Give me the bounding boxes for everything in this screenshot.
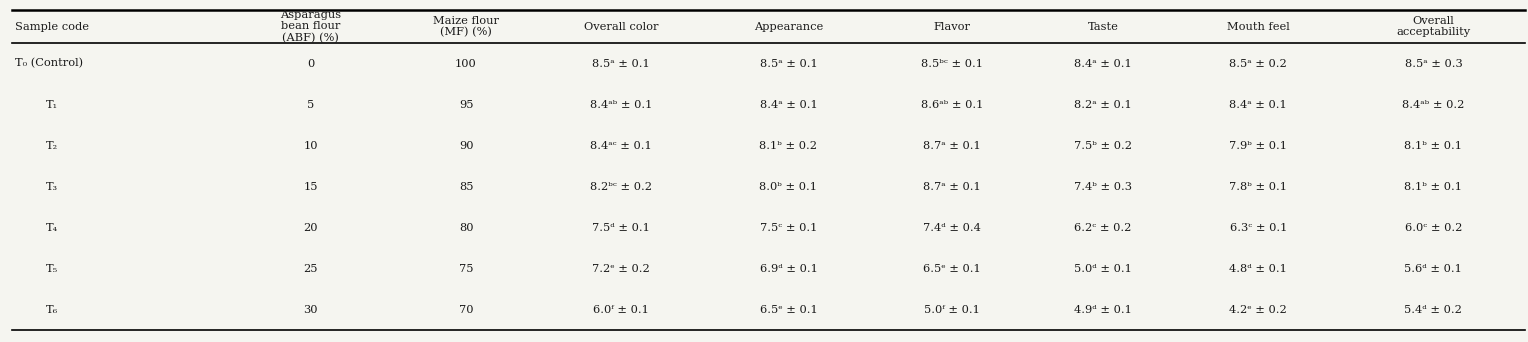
Text: Appearance: Appearance bbox=[753, 22, 824, 31]
Text: 85: 85 bbox=[458, 182, 474, 192]
Text: 8.1ᵇ ± 0.2: 8.1ᵇ ± 0.2 bbox=[759, 141, 817, 150]
Text: 6.5ᵉ ± 0.1: 6.5ᵉ ± 0.1 bbox=[923, 264, 981, 274]
Text: 80: 80 bbox=[458, 223, 474, 233]
Text: 7.5ᵈ ± 0.1: 7.5ᵈ ± 0.1 bbox=[593, 223, 651, 233]
Text: 7.5ᵇ ± 0.2: 7.5ᵇ ± 0.2 bbox=[1074, 141, 1132, 150]
Text: Asparagus
bean flour
(ABF) (%): Asparagus bean flour (ABF) (%) bbox=[280, 10, 341, 43]
Text: 8.2ᵃ ± 0.1: 8.2ᵃ ± 0.1 bbox=[1074, 100, 1132, 109]
Text: 8.0ᵇ ± 0.1: 8.0ᵇ ± 0.1 bbox=[759, 182, 817, 192]
Text: 7.4ᵇ ± 0.3: 7.4ᵇ ± 0.3 bbox=[1074, 182, 1132, 192]
Text: 10: 10 bbox=[304, 141, 318, 150]
Text: Flavor: Flavor bbox=[934, 22, 970, 31]
Text: 8.1ᵇ ± 0.1: 8.1ᵇ ± 0.1 bbox=[1404, 182, 1462, 192]
Text: 8.7ᵃ ± 0.1: 8.7ᵃ ± 0.1 bbox=[923, 182, 981, 192]
Text: 8.4ᵃᶜ ± 0.1: 8.4ᵃᶜ ± 0.1 bbox=[590, 141, 652, 150]
Text: 5: 5 bbox=[307, 100, 315, 109]
Text: 8.5ᵃ ± 0.1: 8.5ᵃ ± 0.1 bbox=[593, 58, 651, 68]
Text: 7.2ᵉ ± 0.2: 7.2ᵉ ± 0.2 bbox=[593, 264, 651, 274]
Text: 8.4ᵃᵇ ± 0.1: 8.4ᵃᵇ ± 0.1 bbox=[590, 100, 652, 109]
Text: Taste: Taste bbox=[1088, 22, 1118, 31]
Text: 5.0ᶠ ± 0.1: 5.0ᶠ ± 0.1 bbox=[924, 305, 979, 315]
Text: T₅: T₅ bbox=[46, 264, 58, 274]
Text: 8.1ᵇ ± 0.1: 8.1ᵇ ± 0.1 bbox=[1404, 141, 1462, 150]
Text: T₁: T₁ bbox=[46, 100, 58, 109]
Text: 6.5ᵉ ± 0.1: 6.5ᵉ ± 0.1 bbox=[759, 305, 817, 315]
Text: 4.8ᵈ ± 0.1: 4.8ᵈ ± 0.1 bbox=[1230, 264, 1287, 274]
Text: 7.9ᵇ ± 0.1: 7.9ᵇ ± 0.1 bbox=[1229, 141, 1287, 150]
Text: 8.5ᵃ ± 0.1: 8.5ᵃ ± 0.1 bbox=[759, 58, 817, 68]
Text: Overall color: Overall color bbox=[584, 22, 659, 31]
Text: 6.0ᶜ ± 0.2: 6.0ᶜ ± 0.2 bbox=[1404, 223, 1462, 233]
Text: 8.4ᵃ ± 0.1: 8.4ᵃ ± 0.1 bbox=[1230, 100, 1287, 109]
Text: 5.0ᵈ ± 0.1: 5.0ᵈ ± 0.1 bbox=[1074, 264, 1132, 274]
Text: 4.2ᵉ ± 0.2: 4.2ᵉ ± 0.2 bbox=[1230, 305, 1287, 315]
Text: 8.5ᵃ ± 0.2: 8.5ᵃ ± 0.2 bbox=[1230, 58, 1287, 68]
Text: 6.2ᶜ ± 0.2: 6.2ᶜ ± 0.2 bbox=[1074, 223, 1132, 233]
Text: 30: 30 bbox=[304, 305, 318, 315]
Text: 8.4ᵃ ± 0.1: 8.4ᵃ ± 0.1 bbox=[1074, 58, 1132, 68]
Text: Overall
acceptability: Overall acceptability bbox=[1397, 16, 1470, 37]
Text: 8.5ᵃ ± 0.3: 8.5ᵃ ± 0.3 bbox=[1404, 58, 1462, 68]
Text: Sample code: Sample code bbox=[15, 22, 89, 31]
Text: 25: 25 bbox=[304, 264, 318, 274]
Text: 6.9ᵈ ± 0.1: 6.9ᵈ ± 0.1 bbox=[759, 264, 817, 274]
Text: 8.4ᵃᵇ ± 0.2: 8.4ᵃᵇ ± 0.2 bbox=[1403, 100, 1464, 109]
Text: 20: 20 bbox=[304, 223, 318, 233]
Text: 4.9ᵈ ± 0.1: 4.9ᵈ ± 0.1 bbox=[1074, 305, 1132, 315]
Text: 5.6ᵈ ± 0.1: 5.6ᵈ ± 0.1 bbox=[1404, 264, 1462, 274]
Text: 8.7ᵃ ± 0.1: 8.7ᵃ ± 0.1 bbox=[923, 141, 981, 150]
Text: 95: 95 bbox=[458, 100, 474, 109]
Text: 15: 15 bbox=[304, 182, 318, 192]
Text: T₄: T₄ bbox=[46, 223, 58, 233]
Text: T₀ (Control): T₀ (Control) bbox=[15, 58, 84, 69]
Text: 90: 90 bbox=[458, 141, 474, 150]
Text: 100: 100 bbox=[455, 58, 477, 68]
Text: 6.0ᶠ ± 0.1: 6.0ᶠ ± 0.1 bbox=[593, 305, 649, 315]
Text: 8.4ᵃ ± 0.1: 8.4ᵃ ± 0.1 bbox=[759, 100, 817, 109]
Text: 5.4ᵈ ± 0.2: 5.4ᵈ ± 0.2 bbox=[1404, 305, 1462, 315]
Text: T₆: T₆ bbox=[46, 305, 58, 315]
Text: 7.8ᵇ ± 0.1: 7.8ᵇ ± 0.1 bbox=[1229, 182, 1287, 192]
Text: 0: 0 bbox=[307, 58, 315, 68]
Text: 8.5ᵇᶜ ± 0.1: 8.5ᵇᶜ ± 0.1 bbox=[921, 58, 983, 68]
Text: Maize flour
(MF) (%): Maize flour (MF) (%) bbox=[432, 16, 500, 38]
Text: 8.6ᵃᵇ ± 0.1: 8.6ᵃᵇ ± 0.1 bbox=[920, 100, 983, 109]
Text: T₃: T₃ bbox=[46, 182, 58, 192]
Text: 7.5ᶜ ± 0.1: 7.5ᶜ ± 0.1 bbox=[759, 223, 817, 233]
Text: T₂: T₂ bbox=[46, 141, 58, 150]
Text: 6.3ᶜ ± 0.1: 6.3ᶜ ± 0.1 bbox=[1230, 223, 1287, 233]
Text: 70: 70 bbox=[458, 305, 474, 315]
Text: 8.2ᵇᶜ ± 0.2: 8.2ᵇᶜ ± 0.2 bbox=[590, 182, 652, 192]
Text: 7.4ᵈ ± 0.4: 7.4ᵈ ± 0.4 bbox=[923, 223, 981, 233]
Text: 75: 75 bbox=[458, 264, 474, 274]
Text: Mouth feel: Mouth feel bbox=[1227, 22, 1290, 31]
